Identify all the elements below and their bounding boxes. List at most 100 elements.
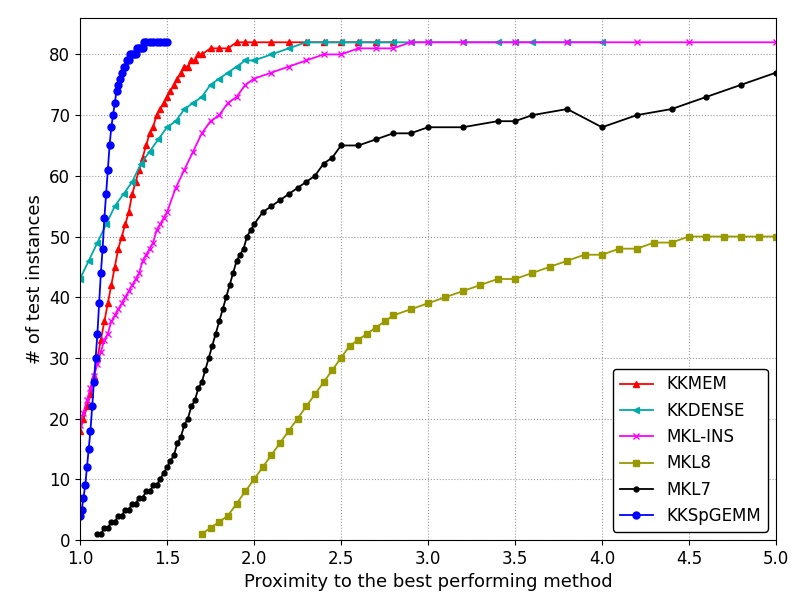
MKL8 [284, 427, 294, 434]
KKDENSE [197, 94, 206, 101]
KKMEM [110, 263, 120, 271]
MKL8 [771, 233, 781, 240]
MKL8 [214, 518, 224, 526]
MKL-INS [562, 38, 572, 46]
MKL8 [406, 306, 415, 313]
MKL8 [293, 415, 302, 422]
KKDENSE [302, 38, 311, 46]
KKMEM [152, 112, 162, 119]
KKMEM [162, 94, 172, 101]
KKSpGEMM [131, 51, 141, 58]
KKDENSE [75, 275, 85, 283]
KKMEM [75, 427, 85, 434]
KKMEM [138, 154, 147, 161]
Line: KKMEM: KKMEM [77, 39, 397, 434]
Line: MKL7: MKL7 [95, 70, 778, 536]
MKL8 [302, 403, 311, 410]
Line: KKSpGEMM: KKSpGEMM [77, 39, 170, 519]
MKL8 [250, 476, 259, 483]
KKSpGEMM [84, 445, 94, 452]
MKL-INS [75, 421, 85, 428]
KKSpGEMM [139, 38, 149, 46]
KKSpGEMM [162, 38, 172, 46]
KKDENSE [154, 136, 163, 143]
KKMEM [124, 209, 134, 216]
MKL-INS [771, 38, 781, 46]
MKL8 [223, 512, 233, 520]
MKL8 [562, 257, 572, 265]
MKL8 [510, 275, 520, 283]
KKDENSE [510, 38, 520, 46]
KKDENSE [371, 38, 381, 46]
MKL-INS [406, 38, 415, 46]
MKL7 [250, 221, 259, 228]
KKSpGEMM [148, 38, 158, 46]
KKDENSE [180, 106, 190, 113]
X-axis label: Proximity to the best performing method: Proximity to the best performing method [244, 573, 612, 591]
KKSpGEMM [124, 57, 134, 64]
KKSpGEMM [110, 100, 120, 107]
Legend: KKMEM, KKDENSE, MKL-INS, MKL8, MKL7, KKSpGEMM: KKMEM, KKDENSE, MKL-INS, MKL8, MKL7, KKS… [613, 368, 768, 532]
KKMEM [142, 142, 151, 149]
KKSpGEMM [96, 269, 106, 277]
KKMEM [134, 166, 144, 173]
KKDENSE [284, 45, 294, 52]
KKSpGEMM [112, 87, 122, 94]
KKSpGEMM [114, 81, 123, 88]
KKSpGEMM [94, 299, 104, 307]
MKL-INS [214, 112, 224, 119]
MKL8 [197, 530, 206, 538]
MKL8 [354, 336, 363, 343]
KKDENSE [118, 190, 128, 197]
MKL-INS [232, 94, 242, 101]
KKDENSE [84, 257, 94, 265]
MKL8 [371, 324, 381, 331]
KKDENSE [562, 38, 572, 46]
KKDENSE [318, 38, 328, 46]
KKMEM [266, 38, 276, 46]
KKMEM [176, 69, 186, 76]
KKMEM [354, 38, 363, 46]
KKDENSE [136, 160, 146, 167]
MKL8 [310, 391, 320, 398]
KKSpGEMM [121, 63, 130, 70]
MKL8 [458, 287, 468, 295]
KKMEM [99, 318, 109, 325]
KKMEM [173, 75, 182, 82]
KKMEM [155, 106, 165, 113]
KKMEM [336, 38, 346, 46]
MKL8 [327, 367, 337, 374]
MKL8 [684, 233, 694, 240]
KKSpGEMM [105, 142, 114, 149]
MKL8 [493, 275, 502, 283]
KKDENSE [266, 51, 276, 58]
KKSpGEMM [103, 166, 113, 173]
Line: MKL-INS: MKL-INS [77, 39, 779, 428]
KKMEM [371, 38, 381, 46]
KKMEM [158, 100, 168, 107]
KKSpGEMM [138, 45, 147, 52]
KKMEM [389, 38, 398, 46]
KKMEM [232, 38, 242, 46]
KKMEM [194, 51, 203, 58]
MKL8 [258, 464, 267, 471]
KKMEM [197, 51, 206, 58]
KKSpGEMM [102, 190, 111, 197]
KKMEM [131, 178, 141, 185]
KKDENSE [110, 203, 120, 210]
KKSpGEMM [122, 57, 132, 64]
MKL8 [275, 439, 285, 446]
Line: KKDENSE: KKDENSE [77, 39, 606, 283]
KKMEM [89, 373, 98, 380]
MKL8 [597, 251, 607, 259]
MKL8 [736, 233, 746, 240]
KKDENSE [93, 239, 102, 246]
KKSpGEMM [134, 45, 144, 52]
MKL8 [241, 488, 250, 495]
KKSpGEMM [91, 355, 101, 362]
MKL8 [632, 245, 642, 252]
KKSpGEMM [115, 75, 125, 82]
KKMEM [106, 281, 116, 289]
MKL7 [176, 433, 186, 440]
KKSpGEMM [81, 482, 90, 489]
